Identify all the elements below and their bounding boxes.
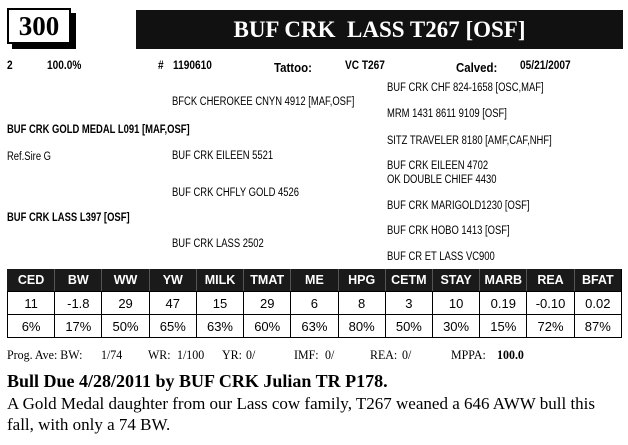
epd-percentile-cell-me: 63% [290,314,339,338]
epd-percentile-cell-ww: 50% [101,314,150,338]
reg-number: 1190610 [173,60,212,72]
epd-header-cell-ced: CED [6,269,55,292]
epd-header-cell-marb: MARB [479,269,527,292]
epd-value-cell-ced: 11 [6,291,55,315]
epd-value-cell-bfat: 0.02 [573,291,623,315]
epd-value-cell-tmat: 29 [243,291,291,315]
epd-percentile-cell-bw: 17% [54,314,102,338]
prog-wr-label: WR: [148,347,171,362]
dam-dam-dam: BUF CR ET LASS VC900 [387,251,495,263]
dam-dam-sire: BUF CRK HOBO 1413 [OSF] [387,225,510,237]
epd-percentile-cell-ced: 6% [6,314,55,338]
prog-yr-label: YR: [222,347,242,362]
prog-imf-label: IMF: [294,347,319,362]
reg-label: # [158,60,164,72]
epd-percentile-cell-yw: 65% [148,314,197,338]
sire-dam-dam: BUF CRK EILEEN 4702 [387,160,489,172]
epd-value-cell-bw: -1.8 [54,291,102,315]
count: 2 [7,60,13,72]
epd-header-cell-bw: BW [54,269,102,292]
epd-percentile-cell-tmat: 60% [243,314,291,338]
epd-percentile-cell-bfat: 87% [573,314,623,338]
epd-header-cell-tmat: TMAT [243,269,291,292]
sire: BUF CRK GOLD MEDAL L091 [MAF,OSF] [7,124,190,136]
dam-sire: BUF CRK CHFLY GOLD 4526 [172,187,299,199]
epd-header-cell-bfat: BFAT [573,269,623,292]
prog-rea: 0/ [402,347,412,362]
epd-value-cell-ww: 29 [101,291,150,315]
calved-date: 05/21/2007 [520,60,571,72]
sire-sire: BFCK CHEROKEE CNYN 4912 [MAF,OSF] [172,96,355,108]
epd-value-cell-milk: 15 [195,291,244,315]
prog-mppa: 100.0 [497,347,524,362]
epd-percentile-cell-hpg: 80% [337,314,386,338]
lot-number: 300 [7,8,71,44]
epd-header-cell-yw: YW [148,269,197,292]
epd-table: CED BW WW YW MILK TMAT ME HPG CETM STAY MARB REA BFA… [6,269,623,338]
prog-bw: 1/74 [101,347,123,362]
epd-header-cell-cetm: CETM [384,269,433,292]
dam-sire-sire: OK DOUBLE CHIEF 4430 [387,174,497,186]
epd-value-cell-cetm: 3 [384,291,433,315]
epd-percentile-cell-rea: 72% [526,314,575,338]
epd-percentile-cell-milk: 63% [195,314,244,338]
epd-percentile-cell-cetm: 50% [384,314,433,338]
dam: BUF CRK LASS L397 [OSF] [7,212,130,224]
prog-bw-label: Prog. Ave: BW: [7,347,83,362]
dam-sire-dam: BUF CRK MARIGOLD1230 [OSF] [387,200,530,212]
animal-name: BUF CRK LASS T267 [OSF] [233,16,526,42]
epd-value-cell-yw: 47 [148,291,197,315]
epd-value-cell-stay: 10 [431,291,480,315]
epd-header-cell-stay: STAY [431,269,480,292]
epd-percentile-cell-stay: 30% [431,314,480,338]
epd-value-cell-hpg: 8 [337,291,386,315]
prog-yr: 0/ [246,347,256,362]
epd-percentile-row: 6% 17% 50% 65% 63% 60% 63% 80% 50% 30% 15% 72% 87% [6,314,623,338]
epd-values-row: 11 -1.8 29 47 15 29 6 8 3 10 0.19 -0.10 0.02 [6,291,623,315]
prog-imf: 0/ [325,347,335,362]
epd-header-cell-milk: MILK [195,269,244,292]
epd-header-row: CED BW WW YW MILK TMAT ME HPG CETM STAY MARB REA BFA… [6,269,623,292]
epd-header-cell-me: ME [290,269,339,292]
epd-percentile-cell-marb: 15% [479,314,527,338]
prog-rea-label: REA: [370,347,398,362]
tattoo-label: Tattoo: [274,60,312,75]
prog-mppa-label: MPPA: [451,347,486,362]
ref-sire: Ref.Sire G [7,151,52,163]
sire-sire-dam: MRM 1431 8611 9109 [OSF] [387,108,507,120]
prog-wr: 1/100 [177,347,205,362]
calved-label: Calved: [456,60,498,75]
epd-header-cell-hpg: HPG [337,269,386,292]
epd-value-cell-marb: 0.19 [479,291,527,315]
sire-dam: BUF CRK EILEEN 5521 [172,150,274,162]
tattoo: VC T267 [345,60,385,72]
epd-value-cell-rea: -0.10 [526,291,575,315]
epd-header-cell-rea: REA [526,269,575,292]
dam-dam: BUF CRK LASS 2502 [172,238,264,250]
epd-value-cell-me: 6 [290,291,339,315]
sire-sire-sire: BUF CRK CHF 824-1658 [OSC,MAF] [387,82,544,94]
comment-body: A Gold Medal daughter from our Lass cow … [7,394,596,434]
comment-headline: Bull Due 4/28/2011 by BUF CRK Julian TR … [7,371,388,391]
percent: 100.0% [47,60,82,72]
sire-dam-sire: SITZ TRAVELER 8180 [AMF,CAF,NHF] [387,135,552,147]
animal-name-banner: BUF CRK LASS T267 [OSF] [136,10,623,49]
epd-header-cell-ww: WW [101,269,150,292]
